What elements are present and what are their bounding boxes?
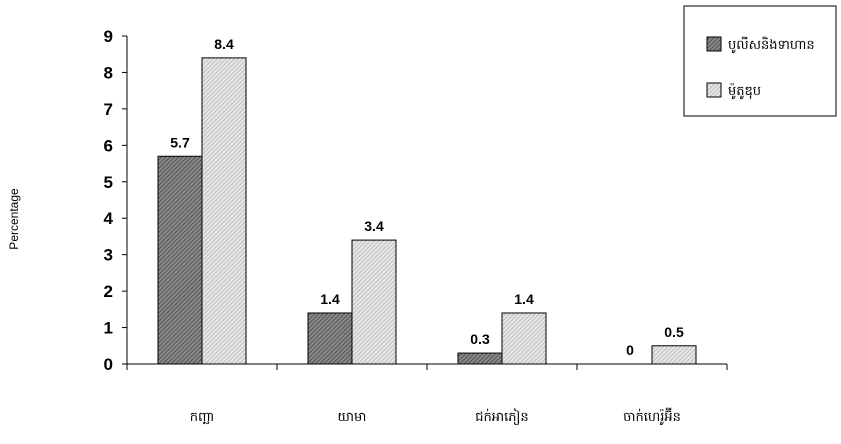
bars <box>157 57 697 365</box>
data-label: 0 <box>626 342 634 358</box>
y-tick-label: 9 <box>104 27 113 46</box>
y-tick-label: 6 <box>104 136 113 155</box>
data-label: 0.3 <box>470 331 490 347</box>
y-tick-label: 0 <box>104 355 113 374</box>
legend-swatch-1 <box>706 82 722 98</box>
bar <box>651 345 697 365</box>
category-label: ជក់អាភៀន <box>475 408 528 426</box>
category-labels: កញ្ឆា យាមា ជក់អាភៀន ចាក់ហេរ៉ូអ៊ីន <box>190 407 681 426</box>
bar <box>501 312 547 365</box>
data-label: 8.4 <box>214 36 234 52</box>
bar <box>157 155 203 365</box>
category-label: កញ្ឆា <box>190 410 215 425</box>
data-labels: 5.7 8.4 1.4 3.4 0.3 1.4 0 0.5 <box>170 36 684 358</box>
data-label: 1.4 <box>514 291 534 307</box>
y-ticks: 0 1 2 3 4 5 6 7 8 9 <box>104 27 127 374</box>
data-label: 0.5 <box>664 324 684 340</box>
data-label: 3.4 <box>364 218 384 234</box>
category-label: ចាក់ហេរ៉ូអ៊ីន <box>623 407 681 426</box>
y-tick-label: 2 <box>104 282 113 301</box>
y-tick-label: 1 <box>104 319 113 338</box>
y-axis-title: Percentage <box>7 188 21 250</box>
legend-swatch-0 <box>706 36 722 52</box>
bar <box>351 239 397 365</box>
y-tick-label: 5 <box>104 173 113 192</box>
legend: បូលីសនិងទាហាន ម៉ូតូឌុប <box>683 5 837 117</box>
legend-box <box>683 5 837 117</box>
bar <box>307 312 353 365</box>
y-tick-label: 8 <box>104 63 113 82</box>
bar <box>201 57 247 365</box>
y-tick-label: 4 <box>104 209 114 228</box>
legend-label-0: បូលីសនិងទាហាន <box>728 36 815 54</box>
y-tick-label: 7 <box>104 100 113 119</box>
bar <box>457 352 503 365</box>
data-label: 5.7 <box>170 134 190 150</box>
x-ticks <box>126 364 728 370</box>
data-label: 1.4 <box>320 291 340 307</box>
legend-label-1: ម៉ូតូឌុប <box>728 82 761 100</box>
category-label: យាមា <box>338 410 367 425</box>
y-tick-label: 3 <box>104 246 113 265</box>
